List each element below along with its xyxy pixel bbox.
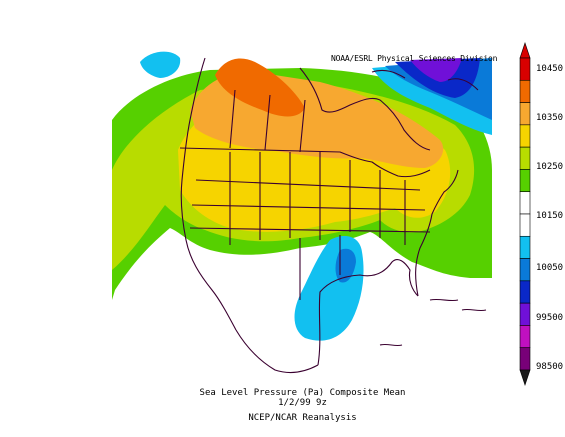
pressure-region-orange bbox=[215, 58, 305, 117]
pressure-region-low-northwest bbox=[140, 51, 181, 78]
pressure-region-low-northeast-core bbox=[410, 58, 462, 82]
colorbar-swatch bbox=[519, 280, 531, 304]
colorbar-swatch bbox=[519, 124, 531, 148]
colorbar-swatch bbox=[519, 325, 531, 349]
colorbar-label: 10050 bbox=[536, 263, 564, 273]
colorbar-swatch bbox=[519, 235, 531, 259]
credit-text: NOAA/ESRL Physical Sciences Division bbox=[331, 54, 498, 63]
colorbar-swatch bbox=[519, 57, 531, 81]
colorbar-label: 10450 bbox=[536, 64, 564, 74]
colorbar-swatch bbox=[519, 347, 531, 371]
colorbar-swatch bbox=[519, 213, 531, 237]
colorbar-swatch bbox=[519, 146, 531, 170]
map-outlines bbox=[179, 57, 487, 374]
colorbar-swatch bbox=[519, 79, 531, 103]
colorbar-label: 10150 bbox=[536, 211, 564, 221]
pressure-region-low-gulf-blue bbox=[335, 248, 356, 283]
colorbar-arrow-top bbox=[519, 42, 531, 59]
colorbar bbox=[519, 42, 531, 386]
colorbar-swatch bbox=[519, 169, 531, 193]
colorbar-arrow-bottom bbox=[519, 369, 531, 386]
caption-title: Sea Level Pressure (Pa) Composite Mean bbox=[199, 388, 406, 398]
colorbar-swatch bbox=[519, 191, 531, 215]
caption-source: NCEP/NCAR Reanalysis bbox=[248, 413, 357, 423]
colorbar-label: 98500 bbox=[536, 362, 564, 372]
colorbar-swatch bbox=[519, 302, 531, 326]
colorbar-swatch bbox=[519, 102, 531, 126]
caption-date: 1/2/99 9z bbox=[278, 398, 327, 408]
colorbar-label: 10250 bbox=[536, 162, 564, 172]
colorbar-label: 99500 bbox=[536, 313, 564, 323]
colorbar-label: 10350 bbox=[536, 113, 564, 123]
colorbar-swatch bbox=[519, 258, 531, 282]
